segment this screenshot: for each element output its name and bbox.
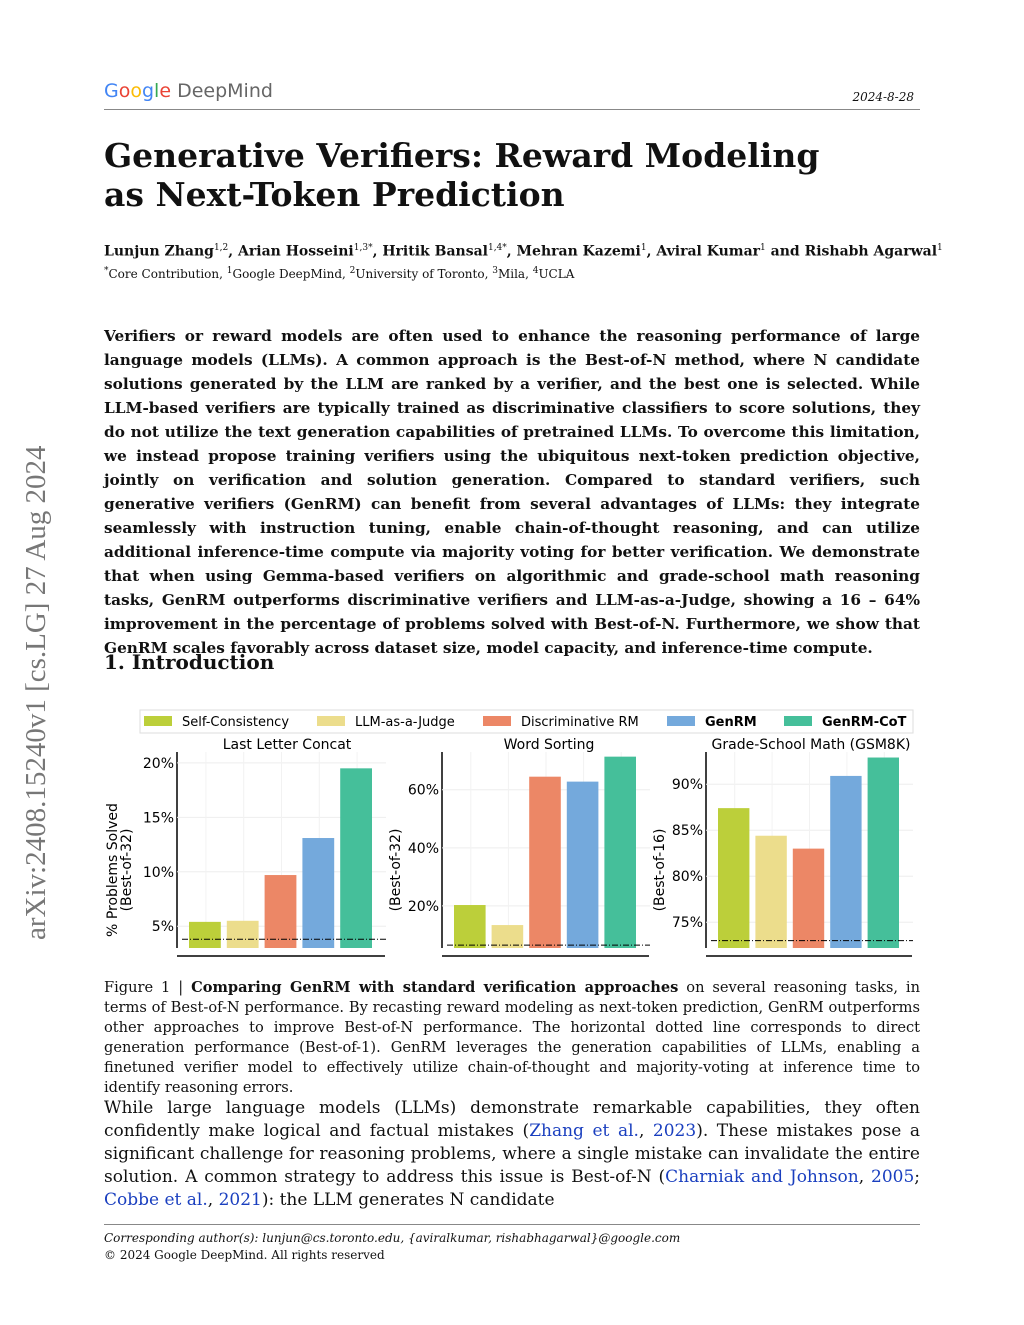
author-name: Hritik Bansal	[382, 243, 488, 260]
panel-title: Word Sorting	[504, 737, 595, 753]
author-affiliation-marker: 1,3*	[353, 243, 373, 253]
y-axis-label: (Best-of-32)	[119, 829, 135, 912]
author-name: Mehran Kazemi	[516, 243, 641, 260]
abstract: Verifiers or reward models are often use…	[104, 327, 920, 657]
bar-genrm-cot	[340, 768, 372, 948]
citation-link[interactable]: Zhang et al.	[529, 1121, 639, 1141]
legend-swatch	[144, 716, 172, 726]
copyright: © 2024 Google DeepMind. All rights reser…	[104, 1248, 385, 1262]
caption-text: on several reasoning tasks, in terms of …	[104, 979, 920, 1096]
y-axis-label: % Problems Solved	[105, 803, 121, 937]
caption-bold: Comparing GenRM with standard verificati…	[191, 979, 679, 996]
y-tick-label: 5%	[152, 919, 174, 935]
y-tick-label: 90%	[672, 777, 703, 793]
paper-title: Generative Verifiers: Reward Modeling as…	[104, 136, 820, 214]
citation-year-link[interactable]: 2021	[218, 1190, 262, 1210]
legend-swatch	[317, 716, 345, 726]
bar-self-consistency	[454, 905, 486, 948]
citation-link[interactable]: Cobbe et al.	[104, 1190, 208, 1210]
legend-swatch	[784, 716, 812, 726]
figure-caption: Figure 1 | Comparing GenRM with standard…	[104, 978, 920, 1098]
footer: Corresponding author(s): lunjun@cs.toron…	[104, 1230, 680, 1264]
figure-1-chart: Self-Consistency LLM-as-a-Judge Discrimina…	[105, 709, 914, 957]
author-affiliation-marker: 1	[937, 243, 943, 253]
bar-genrm	[830, 775, 862, 948]
legend-label: Self-Consistency	[182, 715, 289, 730]
y-tick-label: 75%	[672, 915, 703, 931]
legend-swatch	[667, 716, 695, 726]
affiliations: *Core Contribution, 1Google DeepMind, 2U…	[104, 266, 575, 281]
author-name: Aviral Kumar	[656, 243, 761, 260]
body-text: ): the LLM generates N candidate	[261, 1190, 555, 1210]
bar-genrm	[302, 838, 335, 948]
bar-discriminative-rm	[529, 776, 561, 948]
y-tick-label: 20%	[143, 756, 174, 772]
legend-box	[139, 709, 914, 734]
author-affiliation-marker: 1,4*	[487, 243, 507, 253]
y-tick-label: 15%	[143, 810, 174, 826]
arxiv-stamp: arXiv:2408.15240v1 [cs.LG] 27 Aug 2024	[20, 445, 52, 940]
caption-label: Figure 1 |	[104, 979, 192, 996]
y-tick-label: 85%	[672, 823, 703, 839]
footer-divider	[104, 1224, 920, 1225]
bar-llm-as-a-judge	[226, 920, 259, 948]
bar-llm-as-a-judge	[491, 925, 524, 948]
citation-link[interactable]: Charniak and Johnson	[665, 1167, 859, 1187]
citation-year-link[interactable]: 2005	[871, 1167, 915, 1187]
google-deepmind-logo: Google DeepMind	[104, 80, 273, 102]
section-title: 1. Introduction	[104, 650, 275, 674]
y-axis-label-group: (Best-of-32)	[388, 829, 404, 912]
y-axis-label-group: % Problems Solved(Best-of-32)	[105, 803, 135, 937]
author-affiliation-marker: 1,2	[213, 243, 229, 253]
panel-title: Grade-School Math (GSM8K)	[712, 737, 911, 753]
author-name: Lunjun Zhang	[104, 243, 214, 260]
y-axis-label: (Best-of-32)	[388, 829, 404, 912]
legend-label: LLM-as-a-Judge	[355, 715, 455, 730]
y-axis-label-group: (Best-of-16)	[652, 829, 668, 912]
y-tick-label: 40%	[408, 841, 439, 857]
legend-label: GenRM-CoT	[822, 715, 907, 730]
corresponding-author: Corresponding author(s): lunjun@cs.toron…	[104, 1231, 681, 1245]
date: 2024-8-28	[852, 90, 914, 104]
y-tick-label: 60%	[408, 783, 439, 799]
y-tick-label: 80%	[672, 869, 703, 885]
bar-genrm-cot	[604, 756, 636, 948]
author-name: Arian Hosseini	[238, 243, 354, 260]
bar-genrm-cot	[867, 757, 899, 948]
author-affiliation-marker: 1	[640, 243, 647, 253]
bar-genrm	[566, 781, 599, 948]
legend-label: Discriminative RM	[521, 715, 639, 730]
author-name: Rishabh Agarwal	[804, 243, 938, 260]
bar-self-consistency	[189, 921, 221, 948]
intro-paragraph: While large language models (LLMs) demon…	[104, 1098, 921, 1210]
author-affiliation-marker: 1	[760, 243, 766, 253]
y-tick-label: 10%	[143, 865, 174, 881]
header-divider	[104, 109, 920, 110]
bar-discriminative-rm	[792, 848, 825, 948]
author-list: Lunjun Zhang1,2, Arian Hosseini1,3*, Hri…	[104, 243, 943, 260]
citation-year-link[interactable]: 2023	[652, 1121, 697, 1141]
body-text: ). These mistakes pose a significant cha…	[104, 1121, 921, 1187]
bar-llm-as-a-judge	[755, 835, 787, 948]
body-text: While large language models (LLMs) demon…	[104, 1098, 920, 1141]
y-tick-label: 20%	[408, 899, 439, 915]
bar-discriminative-rm	[264, 875, 297, 948]
y-axis-label: (Best-of-16)	[652, 829, 668, 912]
panel-title: Last Letter Concat	[223, 737, 352, 753]
legend-swatch	[483, 716, 511, 726]
legend-label: GenRM	[705, 715, 757, 730]
bar-self-consistency	[718, 808, 750, 948]
